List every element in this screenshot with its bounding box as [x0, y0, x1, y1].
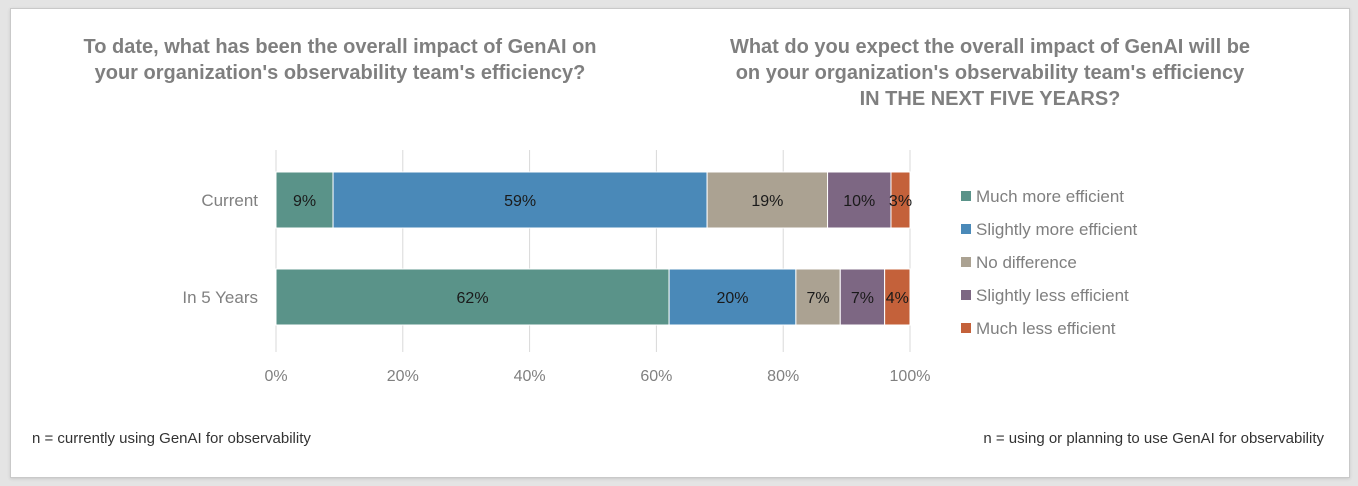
legend-swatch: [961, 323, 971, 333]
x-tick-label: 0%: [264, 368, 287, 385]
bar-segment: [890, 171, 911, 229]
left-title-line-1: To date, what has been the overall impac…: [83, 36, 597, 58]
bar-segment: [795, 268, 841, 326]
footnote-right: n = using or planning to use GenAI for o…: [983, 430, 1324, 447]
data-label: 19%: [751, 193, 783, 210]
data-label: 10%: [843, 193, 875, 210]
bar-segment: [839, 268, 886, 326]
x-tick-label: 100%: [890, 368, 931, 385]
left-chart-title: To date, what has been the overall impac…: [20, 34, 660, 86]
legend-swatch: [961, 191, 971, 201]
category-label: Current: [201, 191, 258, 210]
x-tick-label: 40%: [514, 368, 546, 385]
legend-label: Much more efficient: [976, 187, 1124, 206]
data-label: 62%: [457, 290, 489, 307]
bar-segment: [827, 171, 892, 229]
x-tick-label: 60%: [640, 368, 672, 385]
bar-segment: [706, 171, 829, 229]
legend-swatch: [961, 290, 971, 300]
category-label: In 5 Years: [182, 288, 258, 307]
legend-label: Much less efficient: [976, 319, 1116, 338]
data-label: 7%: [851, 290, 874, 307]
x-tick-label: 20%: [387, 368, 419, 385]
chart-card: [10, 8, 1350, 478]
legend-label: Slightly more efficient: [976, 220, 1138, 239]
legend-label: Slightly less efficient: [976, 286, 1129, 305]
legend-swatch: [961, 224, 971, 234]
bar-segment: [884, 268, 911, 326]
right-title-line-1: What do you expect the overall impact of…: [729, 36, 1251, 58]
footnote-left: n = currently using GenAI for observabil…: [32, 430, 311, 447]
data-label: 9%: [293, 193, 316, 210]
data-label: 4%: [886, 290, 909, 307]
right-title-line-2: on your organization's observability tea…: [735, 62, 1245, 84]
legend-swatch: [961, 257, 971, 267]
x-tick-label: 80%: [767, 368, 799, 385]
right-title-line-3: IN THE NEXT FIVE YEARS?: [859, 88, 1121, 110]
data-label: 3%: [889, 193, 912, 210]
data-label: 7%: [807, 290, 830, 307]
data-label: 59%: [504, 193, 536, 210]
legend-label: No difference: [976, 253, 1077, 272]
bar-segment: [332, 171, 708, 229]
right-chart-title: What do you expect the overall impact of…: [680, 34, 1300, 112]
left-title-line-2: your organization's observability team's…: [94, 62, 586, 84]
bar-segment: [275, 171, 334, 229]
data-label: 20%: [716, 290, 748, 307]
bar-segment: [275, 268, 670, 326]
